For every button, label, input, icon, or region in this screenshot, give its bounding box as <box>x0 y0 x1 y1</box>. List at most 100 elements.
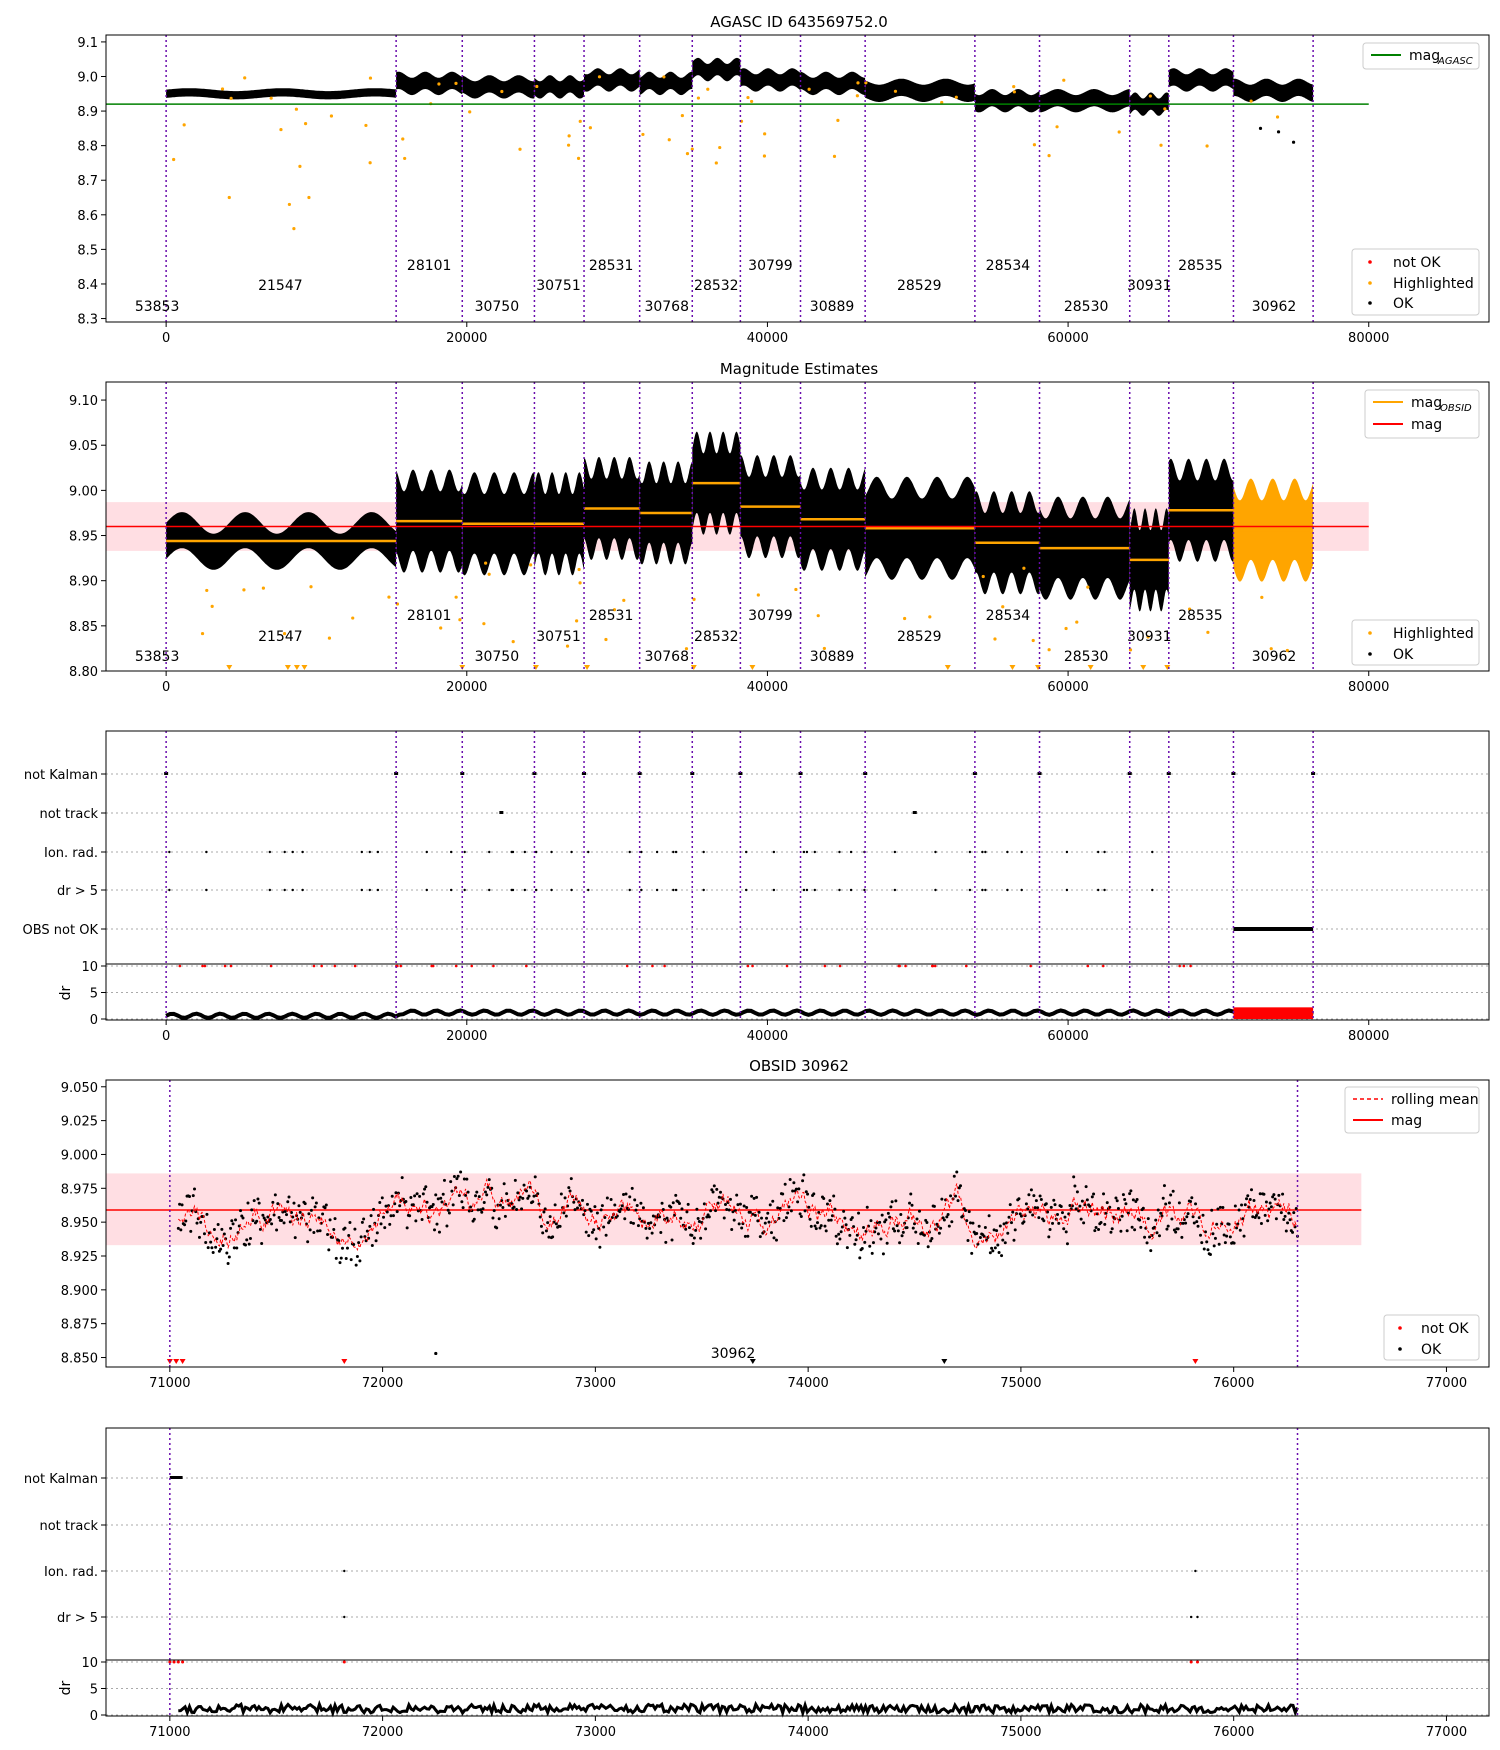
ok-point <box>572 1200 576 1204</box>
ok-point <box>562 1211 566 1215</box>
highlighted-point <box>243 76 247 80</box>
highlighted-point <box>1055 125 1059 129</box>
ok-point <box>595 1211 599 1215</box>
highlighted-point <box>269 96 273 100</box>
ok-point <box>609 1198 613 1202</box>
ok-point <box>1272 1193 1276 1197</box>
ok-point <box>954 1194 958 1198</box>
ok-point <box>776 1206 780 1210</box>
ok-point <box>622 1192 626 1196</box>
panel-obsid-30962: OBSID 30962 71000 72000 73000 74000 75000 760… <box>61 1057 1490 1391</box>
ok-point <box>1291 1230 1295 1234</box>
flag-ion-rad-mark <box>981 850 984 854</box>
x-tick-label: 20000 <box>446 1029 487 1044</box>
flag-dr5-mark <box>425 888 428 892</box>
ok-point <box>316 1229 320 1233</box>
ok-point <box>1130 1225 1134 1229</box>
flag-ion-rad-mark <box>640 850 643 854</box>
y-tick-label: 8.4 <box>77 278 98 293</box>
ok-point <box>1166 1224 1170 1228</box>
ok-point <box>384 1204 388 1208</box>
ok-point <box>808 1217 812 1221</box>
ok-point <box>1257 1216 1261 1220</box>
data-density-28532 <box>692 57 741 82</box>
x-tick-label: 40000 <box>747 680 788 695</box>
ok-point <box>1164 1202 1168 1206</box>
obsid-label-30931: 30931 <box>1127 278 1172 294</box>
flag-ion-rad-mark <box>849 850 853 854</box>
ok-point <box>415 1192 419 1196</box>
agasc-plot-frame <box>105 34 1490 323</box>
y-tick-label: 8.8 <box>77 140 98 155</box>
highlighted-point <box>487 572 491 576</box>
ok-point <box>365 1229 369 1233</box>
ok-point <box>626 1207 630 1211</box>
obsid-label-28535: 28535 <box>1178 608 1223 624</box>
x-tick-label: 0 <box>162 680 170 695</box>
legend-highlighted-label: Highlighted <box>1393 276 1474 292</box>
ok-point <box>472 1217 476 1221</box>
dr-clipped-point <box>1029 964 1032 968</box>
highlighted-point <box>229 96 233 100</box>
obsid-label-28530: 28530 <box>1064 299 1109 315</box>
dr-clipped-point <box>904 964 907 968</box>
flag-ion-rad-mark <box>1006 850 1009 854</box>
ok-point <box>926 1245 930 1249</box>
flag-row-label: not track <box>39 1519 98 1534</box>
highlighted-point <box>482 622 486 626</box>
ok-point <box>1123 1197 1127 1201</box>
ok-point <box>916 1241 920 1245</box>
ok-point <box>188 1194 192 1198</box>
ok-point <box>956 1199 960 1203</box>
ok-point <box>501 1206 505 1210</box>
ok-point <box>1223 1241 1227 1245</box>
ok-point <box>482 1200 486 1204</box>
flags-plot-frame <box>105 730 1490 1021</box>
highlighted-point <box>746 95 750 100</box>
ok-point <box>977 1224 981 1228</box>
flag-ion-rad-mark <box>813 850 816 854</box>
flag-dr5-mark <box>523 888 527 892</box>
flag-dr5-mark <box>587 888 590 892</box>
ok-point <box>1033 1206 1037 1210</box>
ok-point <box>276 1202 280 1206</box>
ok-point <box>945 1215 949 1219</box>
ok-point <box>833 1207 837 1211</box>
dr-tick-label: 0 <box>90 1013 98 1028</box>
y-tick-label: 8.85 <box>69 620 98 635</box>
ok-point <box>774 1238 778 1242</box>
flag-dr5-mark <box>813 888 816 892</box>
legend-ok-label-2: OK <box>1393 647 1414 663</box>
ok-point <box>997 1250 1001 1254</box>
highlighted-point <box>1205 144 1209 148</box>
ok-point <box>312 1231 316 1235</box>
ok-point <box>245 1238 249 1242</box>
ok-point <box>214 1245 218 1249</box>
ok-point <box>645 1236 649 1240</box>
highlighted-point <box>261 586 265 590</box>
ok-point <box>1146 1217 1150 1221</box>
dr-clipped-point <box>176 1660 180 1664</box>
ok-point <box>1248 1198 1252 1202</box>
x-tick-label: 80000 <box>1348 331 1389 346</box>
highlighted-point <box>292 227 296 231</box>
ok-point <box>825 1202 829 1206</box>
flag-dr5-mark <box>1097 888 1100 892</box>
highlighted-point <box>200 631 205 636</box>
not-ok-lower-marker <box>341 1359 348 1364</box>
panel-flags-obsid: not Kalman not track Ion. rad. dr > 5 0 5 10 71… <box>24 1427 1490 1740</box>
ok-point <box>474 1194 478 1198</box>
highlighted-point <box>597 75 602 79</box>
ok-point <box>1202 1247 1206 1251</box>
dr-clipped-point <box>1086 964 1090 968</box>
ok-point <box>1129 1189 1133 1193</box>
ok-point <box>1218 1205 1222 1209</box>
dr-clipped-point <box>964 964 968 968</box>
highlighted-point <box>403 156 407 161</box>
obsid-label-28532: 28532 <box>694 629 739 645</box>
data-density-30751 <box>534 75 584 99</box>
ok-point <box>970 1251 974 1255</box>
ok-point <box>855 1233 859 1237</box>
ok-point <box>863 1240 867 1244</box>
